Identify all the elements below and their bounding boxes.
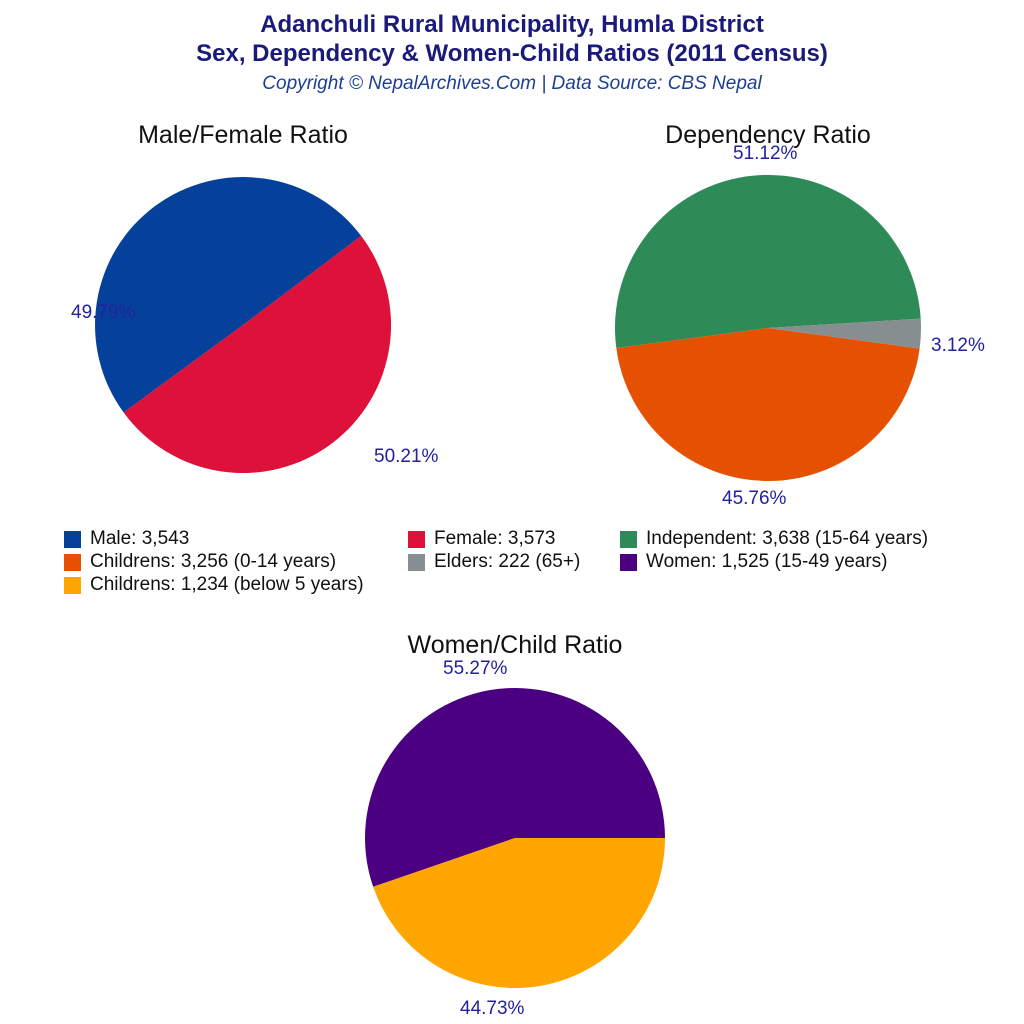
panel-women-child-ratio: Women/Child Ratio 55.27% 44.73% xyxy=(315,630,715,1024)
legend-swatch-female xyxy=(408,530,425,548)
legend-swatch-independent xyxy=(620,530,637,548)
legend-label-elders: Elders: 222 (65+) xyxy=(434,551,581,572)
panel-dependency-ratio: Dependency Ratio 51.12% 45.76% 3.12% xyxy=(568,120,985,510)
pie3-label-women-percent: 55.27% xyxy=(443,658,508,679)
pie3-title: Women/Child Ratio xyxy=(407,631,623,659)
legend-swatch-women xyxy=(620,553,637,571)
legend-swatch-children-below-5 xyxy=(64,576,81,594)
pie-slice xyxy=(123,235,392,474)
chart-legend: Male: 3,543 Childrens: 3,256 (0-14 years… xyxy=(0,528,1024,608)
pie-chart-male-female xyxy=(95,177,392,474)
pie-slice xyxy=(616,328,920,482)
pie-slice xyxy=(614,174,921,349)
pie-slice xyxy=(95,177,362,413)
legend-item-independent[interactable]: Independent: 3,638 (15-64 years) xyxy=(620,528,928,550)
page-title-line-1: Adanchuli Rural Municipality, Humla Dist… xyxy=(260,11,764,38)
legend-item-children-0-14[interactable]: Childrens: 3,256 (0-14 years) xyxy=(64,551,336,573)
pie-slice xyxy=(768,318,921,349)
pie3-label-child-percent: 44.73% xyxy=(460,998,525,1019)
pie2-label-children-percent: 45.76% xyxy=(722,488,787,509)
legend-item-female[interactable]: Female: 3,573 xyxy=(408,528,555,550)
chart-header: Adanchuli Rural Municipality, Humla Dist… xyxy=(0,10,1024,97)
legend-item-male[interactable]: Male: 3,543 xyxy=(64,528,189,550)
pie-chart-women-child xyxy=(365,687,665,988)
copyright-subtitle: Copyright © NepalArchives.Com | Data Sou… xyxy=(262,73,762,94)
pie2-label-independent-percent: 51.12% xyxy=(733,143,798,164)
pie-slice xyxy=(373,838,665,988)
legend-label-male: Male: 3,543 xyxy=(90,528,190,549)
pie1-title: Male/Female Ratio xyxy=(138,121,348,149)
legend-swatch-elders xyxy=(408,553,425,571)
legend-item-elders[interactable]: Elders: 222 (65+) xyxy=(408,551,580,573)
legend-item-children-below-5[interactable]: Childrens: 1,234 (below 5 years) xyxy=(64,574,364,596)
pie1-label-female-percent: 50.21% xyxy=(374,446,439,467)
pie2-title: Dependency Ratio xyxy=(665,121,871,149)
legend-label-independent: Independent: 3,638 (15-64 years) xyxy=(646,528,929,549)
pie-slice xyxy=(365,687,665,887)
legend-label-children-below-5: Childrens: 1,234 (below 5 years) xyxy=(90,574,364,595)
page-title-line-2: Sex, Dependency & Women-Child Ratios (20… xyxy=(196,40,828,67)
panel-male-female-ratio: Male/Female Ratio 49.79% 50.21% xyxy=(43,120,443,510)
legend-swatch-children-0-14 xyxy=(64,553,81,571)
pie-chart-dependency xyxy=(614,174,921,482)
pie1-label-male-percent: 49.79% xyxy=(71,302,136,323)
legend-item-women[interactable]: Women: 1,525 (15-49 years) xyxy=(620,551,888,573)
pie2-label-elders-percent: 3.12% xyxy=(931,335,985,356)
legend-swatch-male xyxy=(64,530,81,548)
legend-label-female: Female: 3,573 xyxy=(434,528,556,549)
legend-label-children-0-14: Childrens: 3,256 (0-14 years) xyxy=(90,551,337,572)
legend-label-women: Women: 1,525 (15-49 years) xyxy=(646,551,888,572)
